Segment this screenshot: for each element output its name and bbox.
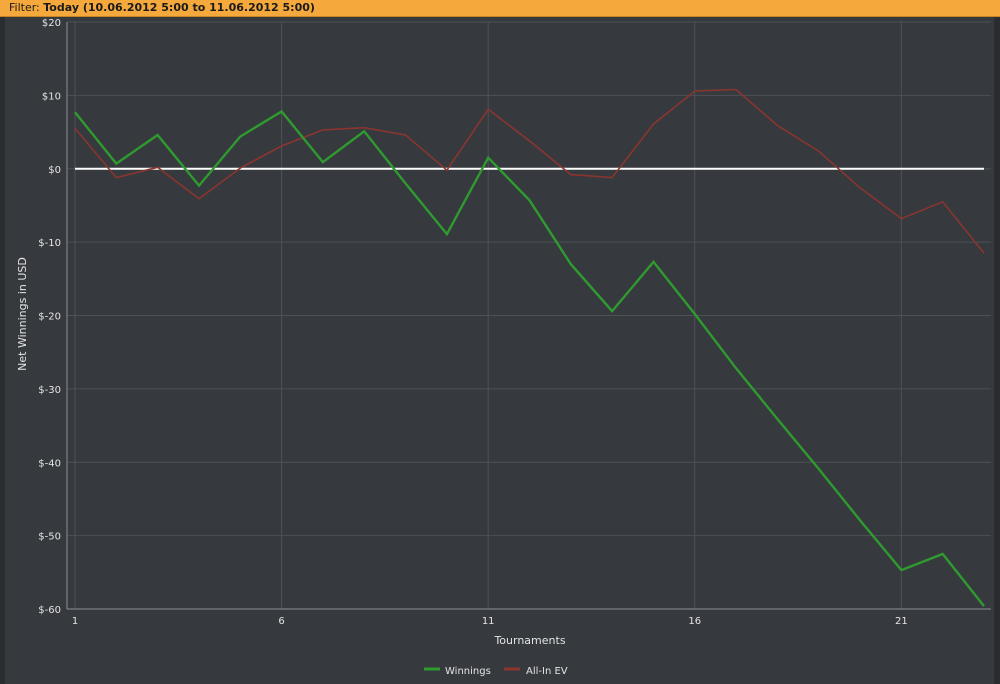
y-tick-labels: $20 $10 $0 $-10 $-20 $-30 $-40 $-50 $-60	[38, 18, 61, 616]
x-tick-label: 6	[278, 616, 284, 627]
x-tick-label: 16	[688, 616, 701, 627]
y-axis-title: Net Winnings in USD	[16, 257, 29, 371]
x-tick-label: 1	[72, 616, 78, 627]
y-tick-label: $-30	[38, 385, 61, 396]
filter-bar: Filter: Today (10.06.2012 5:00 to 11.06.…	[0, 0, 1000, 17]
x-tick-label: 11	[482, 616, 495, 627]
filter-label: Filter:	[9, 1, 44, 14]
legend-label-winnings: Winnings	[445, 666, 491, 677]
series	[74, 88, 985, 607]
legend-label-all-in-ev: All-In EV	[526, 666, 568, 677]
x-tick-label: 21	[895, 616, 908, 627]
x-tick-labels: 1 6 11 16 21	[72, 616, 908, 627]
grid	[67, 21, 991, 610]
y-tick-label: $-10	[38, 238, 61, 249]
legend: Winnings All-In EV	[424, 666, 568, 677]
filter-value: Today (10.06.2012 5:00 to 11.06.2012 5:0…	[43, 1, 315, 14]
y-tick-label: $-20	[38, 312, 61, 323]
y-tick-label: $-40	[38, 458, 61, 469]
y-tick-label: $0	[48, 165, 61, 176]
y-tick-label: $20	[42, 18, 61, 29]
x-axis-title: Tournaments	[493, 634, 565, 647]
series-line-winnings	[74, 109, 985, 607]
y-tick-label: $-60	[38, 605, 61, 616]
y-tick-label: $-50	[38, 532, 61, 543]
series-line-all-in-ev	[74, 88, 985, 254]
y-tick-label: $10	[42, 91, 61, 102]
